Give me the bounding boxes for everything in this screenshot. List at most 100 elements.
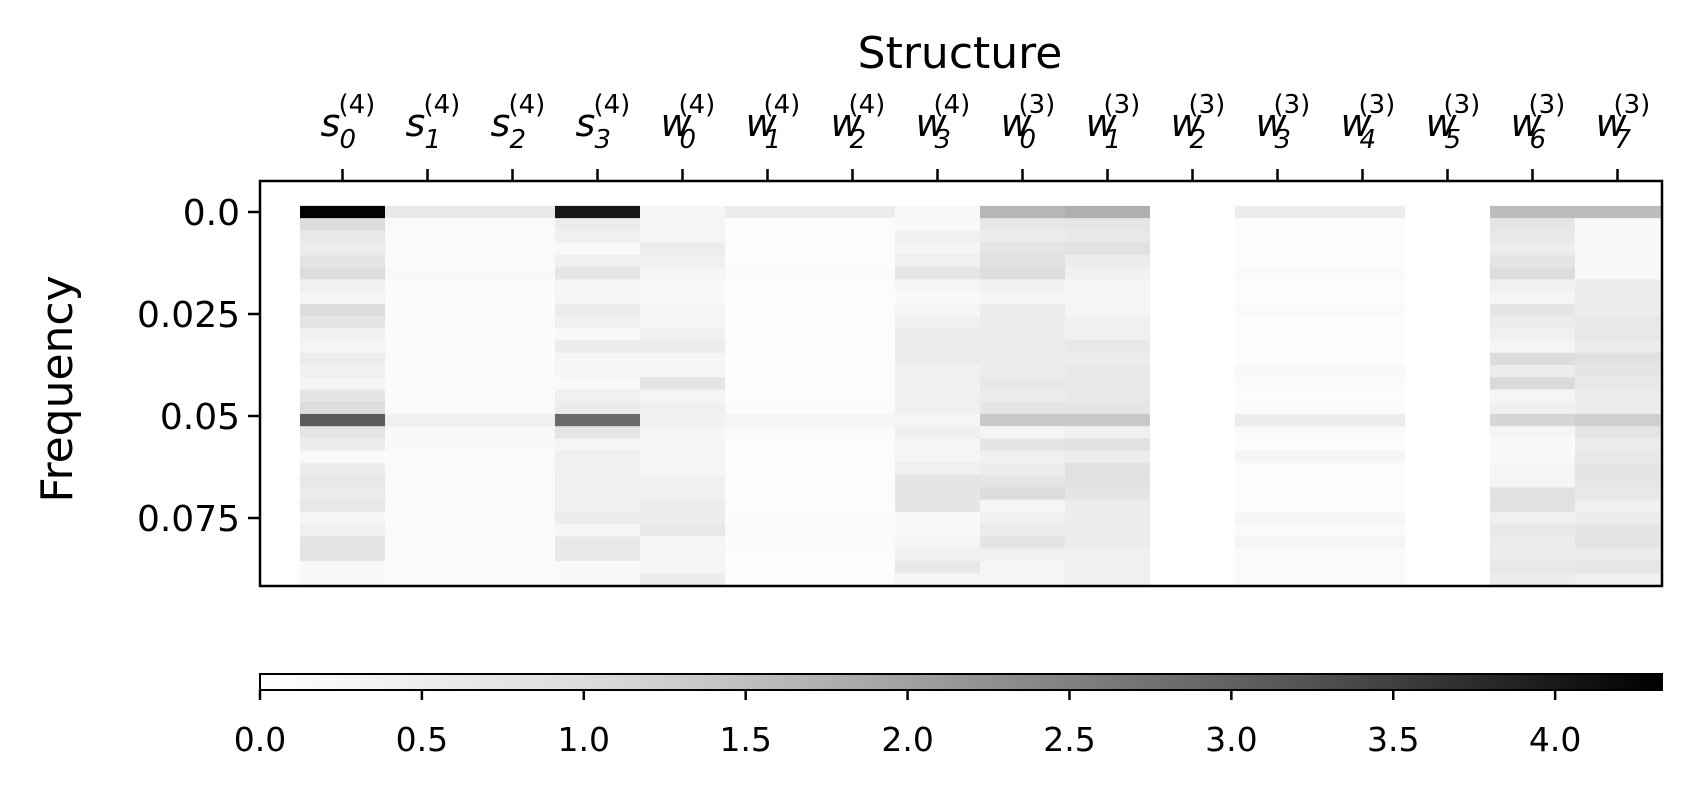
heatmap-cell <box>1065 279 1151 293</box>
heatmap-cell <box>725 475 811 488</box>
heatmap-cell <box>470 242 556 256</box>
heatmap-cell <box>1405 413 1491 427</box>
column-label: w3 (3) <box>1256 90 1311 155</box>
heatmap-cell <box>1405 328 1491 342</box>
heatmap-cell <box>1320 560 1406 574</box>
heatmap-cell <box>895 401 981 415</box>
heatmap-cell <box>1490 205 1576 219</box>
heatmap-cell <box>470 254 556 268</box>
heatmap-cell <box>810 328 896 342</box>
column-label-subscript: 3 <box>1275 125 1292 155</box>
heatmap-cell <box>1065 242 1151 256</box>
colorbar-tick-label: 2.5 <box>1043 720 1095 759</box>
heatmap-cell <box>980 499 1066 513</box>
heatmap-cell <box>810 218 896 231</box>
heatmap-cell <box>980 389 1066 403</box>
heatmap-cell <box>1405 462 1491 476</box>
heatmap-cell <box>980 548 1066 562</box>
heatmap-cell <box>385 511 471 525</box>
heatmap-cell <box>895 352 981 366</box>
heatmap-cell <box>1320 438 1406 452</box>
heatmap-cell <box>1490 365 1576 378</box>
heatmap-cell <box>300 291 386 305</box>
heatmap-cell <box>895 524 981 537</box>
heatmap-cell <box>385 303 471 317</box>
heatmap-cell <box>810 230 896 244</box>
heatmap-cell <box>1405 450 1491 464</box>
heatmap-cell <box>725 218 811 231</box>
heatmap-cell <box>1235 340 1321 354</box>
heatmap-cell <box>1320 426 1406 440</box>
heatmap-cell <box>1490 413 1576 427</box>
heatmap-cell <box>640 573 726 586</box>
heatmap-cell <box>725 524 811 537</box>
heatmap-cell <box>1150 291 1236 305</box>
heatmap-cell <box>300 230 386 244</box>
heatmap-cell <box>1320 218 1406 231</box>
heatmap-cell <box>980 352 1066 366</box>
heatmap-cell <box>895 413 981 427</box>
heatmap-cell <box>725 267 811 280</box>
column-label-superscript: (3) <box>1189 90 1226 120</box>
heatmap-cell <box>725 242 811 256</box>
heatmap-cell <box>1235 524 1321 537</box>
heatmap-cell <box>725 536 811 550</box>
heatmap-cell <box>1065 475 1151 488</box>
heatmap-cell <box>980 377 1066 391</box>
heatmap-cell <box>1065 524 1151 537</box>
heatmap-cell <box>385 328 471 342</box>
column-label-base: s <box>321 101 341 145</box>
heatmap-cell <box>385 462 471 476</box>
heatmap-cell <box>1235 279 1321 293</box>
heatmap-cell <box>980 573 1066 586</box>
heatmap-cell <box>1320 536 1406 550</box>
column-label-superscript: (3) <box>1274 90 1311 120</box>
heatmap-cell <box>810 377 896 391</box>
heatmap-cell <box>555 462 641 476</box>
heatmap-cell <box>300 352 386 366</box>
column-label-subscript: 1 <box>425 125 442 155</box>
heatmap-cell <box>1065 352 1151 366</box>
column-label-superscript: (3) <box>1019 90 1056 120</box>
heatmap-cell <box>1320 242 1406 256</box>
heatmap-cell <box>1320 365 1406 378</box>
heatmap-cell <box>1405 560 1491 574</box>
column-label: s1 (4) <box>406 90 461 155</box>
heatmap-cell <box>1575 475 1661 488</box>
column-label: s3 (4) <box>576 90 631 155</box>
heatmap-cell <box>980 511 1066 525</box>
heatmap-cell <box>1235 499 1321 513</box>
heatmap-cell <box>725 401 811 415</box>
heatmap-cell <box>470 340 556 354</box>
heatmap-cell <box>385 230 471 244</box>
y-axis-label: Frequency <box>32 275 83 502</box>
heatmap-cell <box>470 475 556 488</box>
heatmap-cell <box>1150 254 1236 268</box>
heatmap-cell <box>1575 536 1661 550</box>
heatmap-cell <box>385 475 471 488</box>
heatmap-cell <box>385 401 471 415</box>
column-label-base: w <box>1001 101 1033 145</box>
heatmap-cell <box>385 426 471 440</box>
heatmap-cell <box>1490 242 1576 256</box>
heatmap-cell <box>300 340 386 354</box>
heatmap-cell <box>895 450 981 464</box>
heatmap-cell <box>640 218 726 231</box>
heatmap-cell <box>640 303 726 317</box>
heatmap-cell <box>980 524 1066 537</box>
heatmap-cell <box>1575 340 1661 354</box>
column-label-base: w <box>1256 101 1288 145</box>
heatmap-cell <box>1065 291 1151 305</box>
heatmap-cell <box>980 475 1066 488</box>
heatmap-cell <box>1150 475 1236 488</box>
column-label: s0 (4) <box>321 90 376 155</box>
heatmap-cell <box>555 413 641 427</box>
heatmap-cell <box>640 254 726 268</box>
heatmap-cell <box>555 303 641 317</box>
heatmap-cell <box>300 316 386 329</box>
heatmap-cell <box>1150 242 1236 256</box>
heatmap-cell <box>980 328 1066 342</box>
heatmap-cell <box>300 303 386 317</box>
heatmap-cell <box>895 487 981 501</box>
heatmap-cell <box>1575 267 1661 280</box>
